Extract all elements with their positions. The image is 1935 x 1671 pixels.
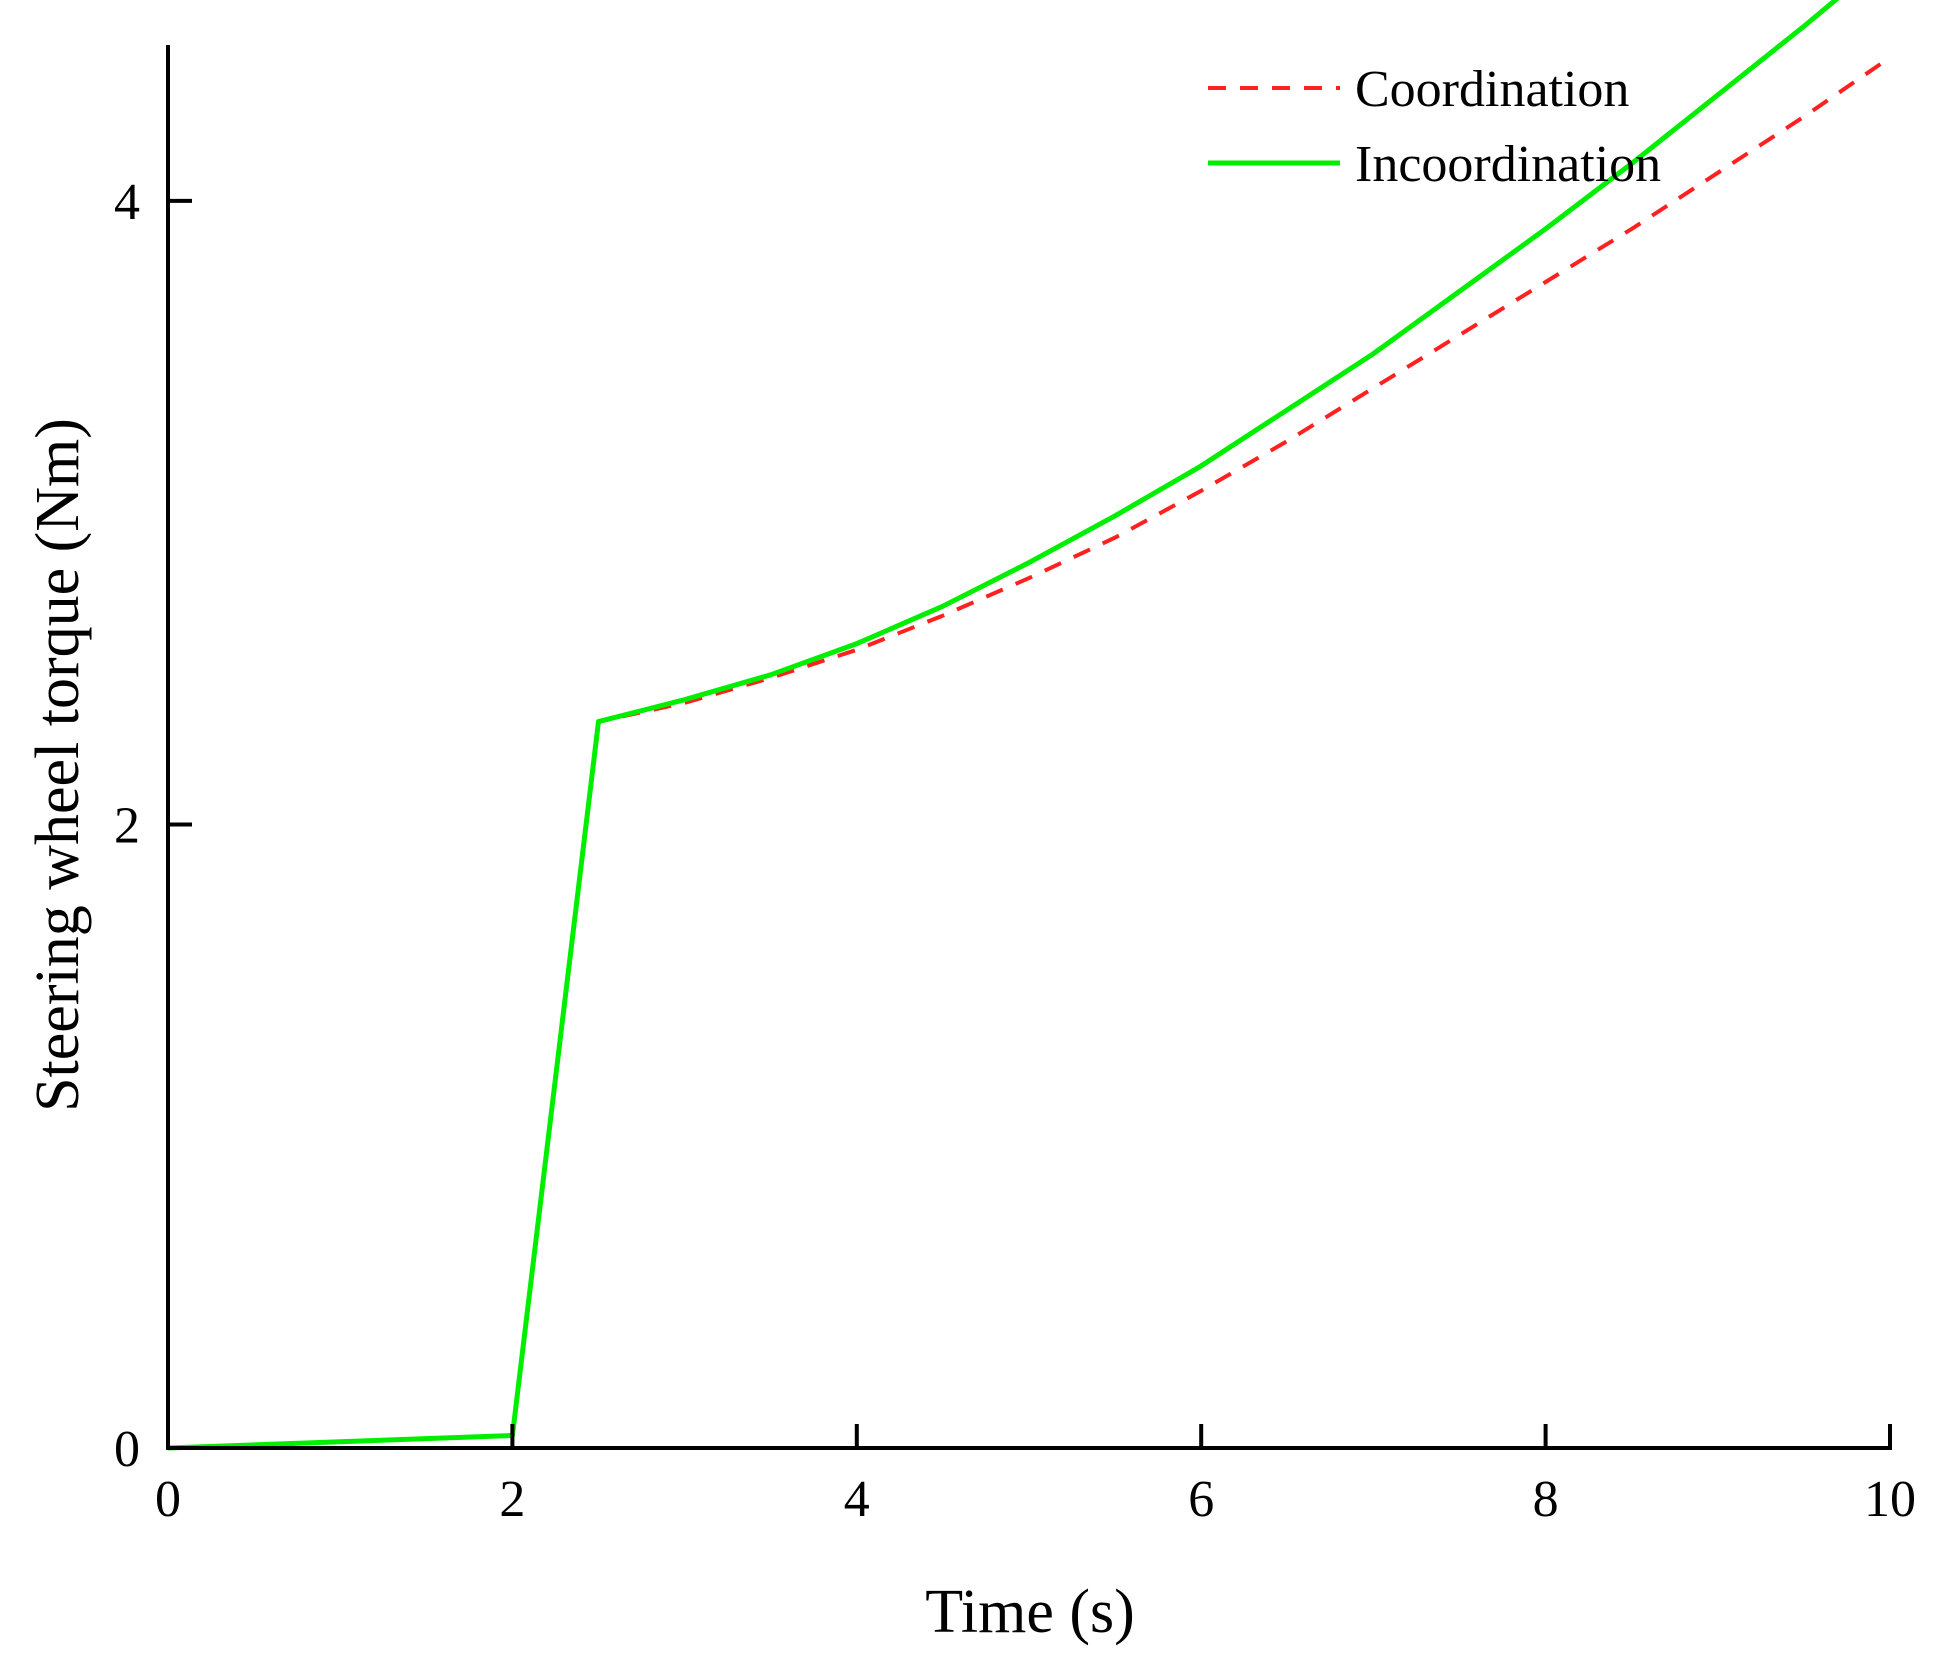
y-tick-label: 0 bbox=[114, 1421, 140, 1478]
y-tick-label: 2 bbox=[114, 797, 140, 854]
legend-label-coordination: Coordination bbox=[1355, 61, 1629, 118]
x-tick-label: 2 bbox=[499, 1471, 525, 1528]
series-layer bbox=[167, 0, 1892, 1451]
y-axis-title: Steering wheel torque (Nm) bbox=[24, 418, 92, 1112]
x-tick-label: 0 bbox=[155, 1471, 181, 1528]
series-line-coordination bbox=[167, 55, 1892, 1450]
axes-layer bbox=[166, 45, 1892, 1450]
y-tick-label: 4 bbox=[114, 174, 140, 231]
x-tick-label: 6 bbox=[1188, 1471, 1214, 1528]
x-tick-label: 4 bbox=[844, 1471, 870, 1528]
legend: Coordination Incoordination bbox=[1208, 61, 1661, 193]
ticks-layer: 0 2 4 6 8 10 0 2 4 bbox=[114, 174, 1916, 1528]
x-axis-title: Time (s) bbox=[925, 1578, 1135, 1646]
x-tick-label: 8 bbox=[1533, 1471, 1559, 1528]
legend-label-incoordination: Incoordination bbox=[1355, 136, 1661, 193]
x-tick-label: 10 bbox=[1864, 1471, 1916, 1528]
series-line-incoordination bbox=[167, 0, 1840, 1451]
